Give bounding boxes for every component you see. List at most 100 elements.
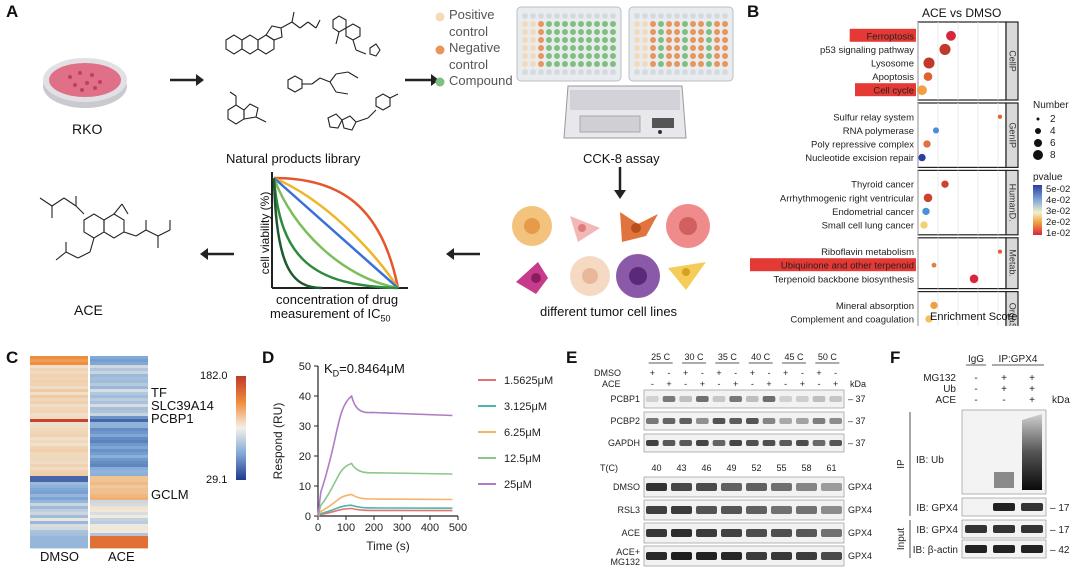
heatmap-cell bbox=[30, 500, 88, 504]
enrichment-bubble bbox=[923, 140, 931, 148]
plate-well bbox=[642, 29, 648, 35]
heatmap-cell bbox=[30, 377, 88, 381]
plate-well bbox=[594, 13, 600, 19]
well-plate-right bbox=[628, 6, 734, 82]
ic50-subscript: 50 bbox=[380, 313, 391, 324]
blot-strip bbox=[643, 522, 845, 544]
term-label: Sulfur relay system bbox=[833, 112, 914, 123]
group-strip-label: CellP bbox=[1008, 50, 1018, 72]
plate-well bbox=[562, 45, 568, 51]
heatmap-cell bbox=[30, 533, 88, 537]
blot-band bbox=[696, 552, 717, 560]
heatmap-cell bbox=[30, 497, 88, 501]
heatmap-cell bbox=[30, 464, 88, 468]
heatmap-cell bbox=[30, 359, 88, 363]
heatmap-cell bbox=[90, 407, 148, 411]
plate-well bbox=[546, 37, 552, 43]
blot-band bbox=[1021, 503, 1043, 511]
heatmap-cell bbox=[90, 488, 148, 492]
ip-gpx4-label: IP:GPX4 bbox=[999, 354, 1038, 365]
kda-label: kDa bbox=[850, 379, 866, 389]
blot-band bbox=[746, 483, 767, 491]
plate-well bbox=[578, 37, 584, 43]
plate-well bbox=[586, 21, 592, 27]
blot-kda: – 42 bbox=[1050, 545, 1070, 556]
heatmap-cell bbox=[90, 500, 148, 504]
blot-band bbox=[1021, 545, 1043, 553]
sign-mark: + bbox=[1029, 384, 1035, 395]
heatmap-cell bbox=[30, 398, 88, 402]
group-plot-box bbox=[917, 237, 1007, 290]
blot-band bbox=[812, 396, 826, 402]
blot-band bbox=[1021, 525, 1043, 533]
enrichment-x-label: Enrichment Score bbox=[930, 311, 1018, 323]
temperature-label: 25 C bbox=[651, 352, 671, 362]
plate-well bbox=[610, 21, 616, 27]
plate-well bbox=[538, 37, 544, 43]
heatmap-cell bbox=[30, 392, 88, 396]
scale-min-label: 29.1 bbox=[206, 474, 228, 486]
blot-kda: – 37 bbox=[848, 394, 866, 404]
plate-well bbox=[594, 21, 600, 27]
plate-well bbox=[594, 61, 600, 67]
heatmap-cell bbox=[30, 530, 88, 534]
plate-well bbox=[522, 21, 528, 27]
x-tick-label: 200 bbox=[365, 522, 383, 534]
blot-band bbox=[993, 525, 1015, 533]
heatmap-cell bbox=[90, 518, 148, 522]
heatmap-cell bbox=[30, 479, 88, 483]
blot-band bbox=[771, 552, 792, 560]
plate-well bbox=[722, 29, 728, 35]
blot-band bbox=[721, 552, 742, 560]
plate-well bbox=[666, 29, 672, 35]
plate-well bbox=[546, 69, 552, 75]
heatmap-cell bbox=[30, 386, 88, 390]
x-tick-label: 0 bbox=[315, 522, 321, 534]
ace-label: ACE bbox=[74, 302, 103, 318]
row-label-dmso: DMSO bbox=[594, 368, 621, 378]
blot-band bbox=[679, 396, 692, 402]
temperature-label: 40 C bbox=[751, 352, 771, 362]
heatmap-cell bbox=[90, 356, 148, 360]
heatmap-cell bbox=[30, 452, 88, 456]
blot-kda: – 37 bbox=[848, 416, 866, 426]
heatmap-cell bbox=[90, 497, 148, 501]
pvalue-tick-label: 4e-02 bbox=[1046, 195, 1070, 206]
heatmap-cell bbox=[30, 488, 88, 492]
heatmap-cell bbox=[90, 464, 148, 468]
plate-well bbox=[570, 69, 576, 75]
heatmap-cell bbox=[90, 425, 148, 429]
blot-label: ACE+ bbox=[616, 547, 640, 557]
heatmap-cell bbox=[30, 521, 88, 525]
heatmap-cell bbox=[90, 362, 148, 366]
heatmap-cell bbox=[90, 392, 148, 396]
heatmap-cell bbox=[90, 476, 148, 480]
plate-well bbox=[522, 61, 528, 67]
plate-well bbox=[546, 53, 552, 59]
plate-well bbox=[586, 61, 592, 67]
term-label: Poly repressive complex bbox=[811, 140, 914, 151]
plate-well bbox=[538, 29, 544, 35]
blot-label: IB: GPX4 bbox=[916, 525, 958, 536]
temperature-label: 50 C bbox=[818, 352, 838, 362]
blot-band bbox=[646, 440, 659, 446]
term-highlight bbox=[855, 83, 916, 97]
plate-well bbox=[602, 45, 608, 51]
plate-well bbox=[650, 69, 656, 75]
blot-band bbox=[779, 396, 792, 402]
term-label: Complement and coagulation bbox=[790, 315, 914, 326]
plate-well bbox=[650, 61, 656, 67]
heatmap-cell bbox=[30, 404, 88, 408]
temperature-label: 58 bbox=[801, 463, 811, 473]
blot-band bbox=[646, 396, 659, 402]
plate-well bbox=[690, 45, 696, 51]
temperature-label: 46 bbox=[701, 463, 711, 473]
plate-well bbox=[658, 69, 664, 75]
condition-label: MG132 bbox=[923, 373, 956, 384]
plate-well bbox=[698, 53, 704, 59]
plate-well bbox=[666, 61, 672, 67]
plate-well bbox=[538, 45, 544, 51]
plate-well bbox=[698, 13, 704, 19]
blot-strip bbox=[643, 476, 845, 498]
heatmap-cell bbox=[90, 395, 148, 399]
